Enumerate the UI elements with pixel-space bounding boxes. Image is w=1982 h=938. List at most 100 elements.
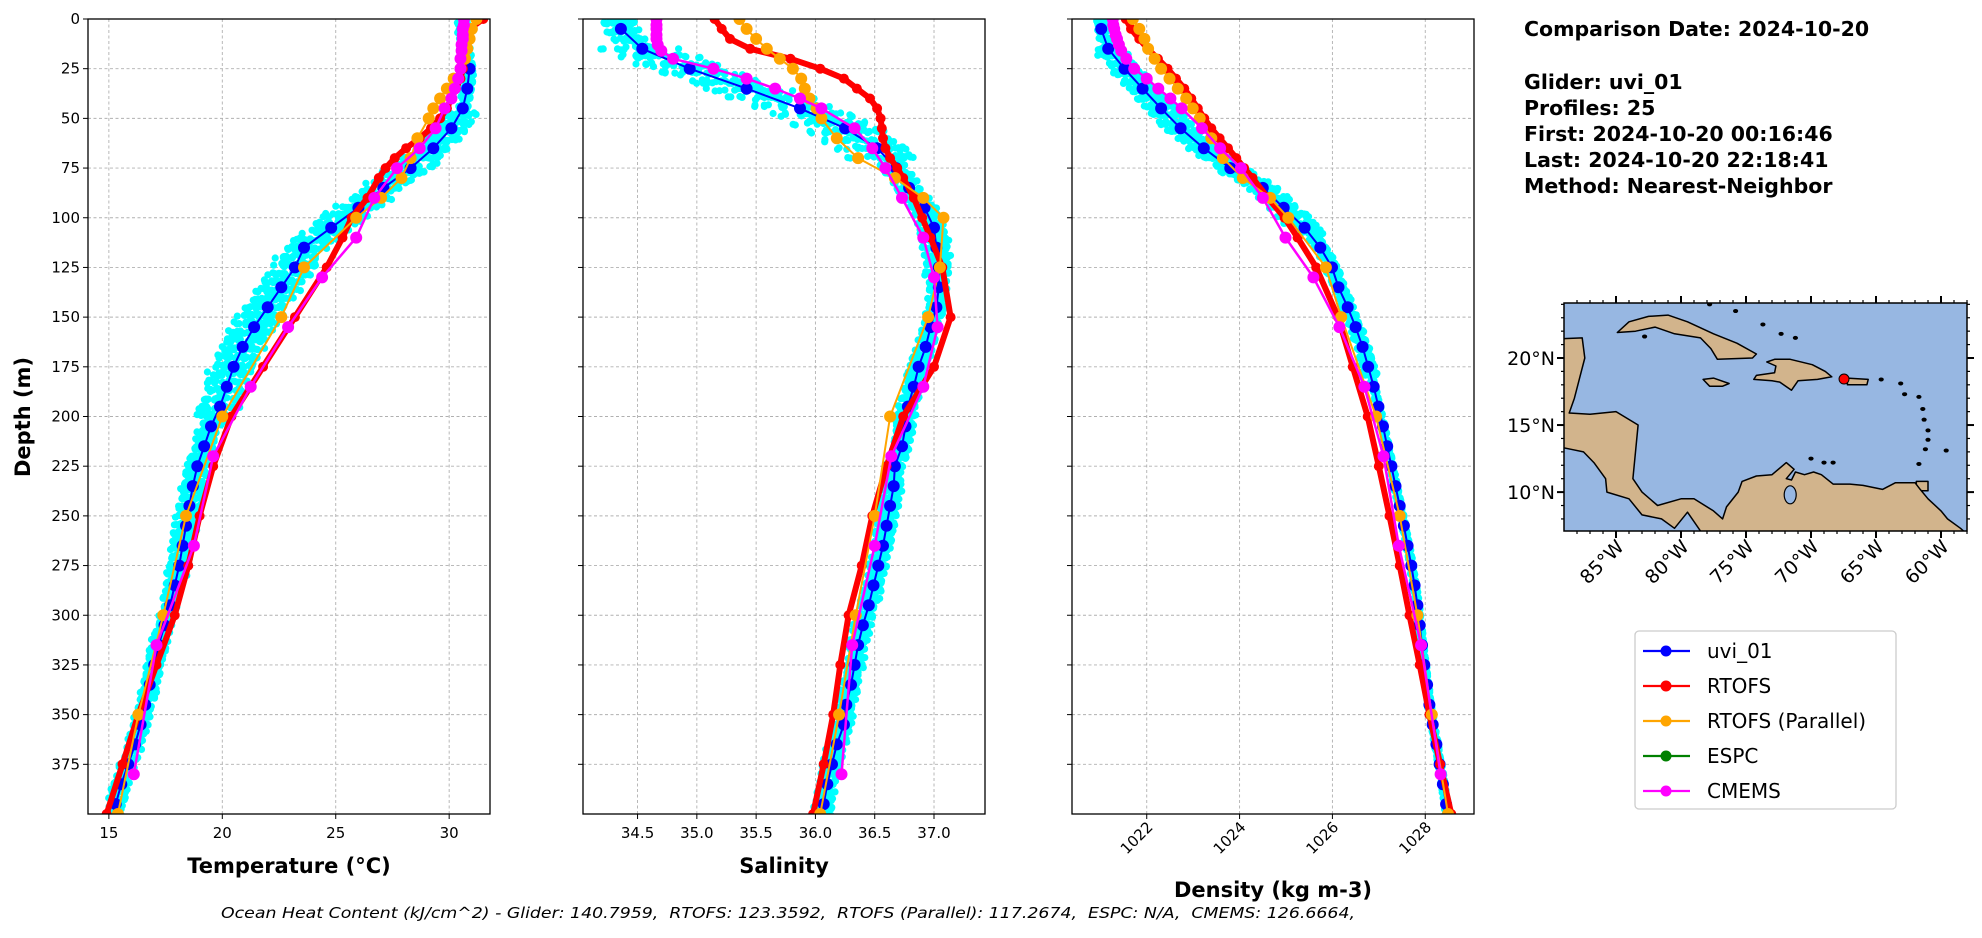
raw-profile-point (751, 103, 758, 110)
raw-profile-point (193, 428, 200, 435)
series-point (228, 361, 240, 373)
series-point (191, 460, 203, 472)
raw-profile-point (426, 163, 433, 170)
series-point (411, 132, 423, 144)
raw-profile-point (471, 109, 478, 116)
series-point (430, 122, 442, 134)
x-tick-label: 15 (99, 824, 118, 842)
y-tick-label: 325 (51, 656, 80, 674)
series-point (245, 381, 257, 393)
raw-profile-point (203, 403, 210, 410)
series-point (374, 173, 384, 183)
series-point (198, 440, 210, 452)
raw-profile-point (198, 410, 205, 417)
series-point (455, 63, 467, 75)
raw-profile-point (204, 368, 211, 375)
raw-profile-point (275, 270, 282, 277)
series-point (414, 142, 426, 154)
raw-profile-point (821, 814, 828, 821)
raw-profile-point (212, 378, 219, 385)
raw-profile-point (458, 118, 465, 125)
raw-profile-point (681, 53, 688, 60)
raw-profile-point (281, 253, 288, 260)
series-point (282, 321, 294, 333)
series-point (188, 540, 200, 552)
raw-profile-point (311, 244, 318, 251)
y-tick-label: 300 (51, 606, 80, 624)
raw-profile-point (650, 63, 657, 70)
raw-profile-point (930, 211, 937, 218)
raw-profile-point (272, 254, 279, 261)
series-point (390, 153, 400, 163)
series-point (205, 420, 217, 432)
raw-profile-point (922, 268, 929, 275)
raw-profile-point (431, 153, 438, 160)
raw-profile-point (242, 319, 249, 326)
raw-profile-point (618, 53, 625, 60)
raw-profile-point (106, 814, 113, 821)
series-point (381, 163, 391, 173)
raw-profile-point (226, 352, 233, 359)
raw-profile-point (280, 261, 287, 268)
raw-profile-point (261, 278, 268, 285)
y-tick-label: 50 (61, 109, 80, 127)
raw-profile-point (264, 294, 271, 301)
raw-profile-point (218, 369, 225, 376)
raw-profile-point (675, 45, 682, 52)
series-point (237, 341, 249, 353)
y-tick-label: 200 (51, 408, 80, 426)
x-tick-label: 20 (213, 824, 232, 842)
raw-profile-point (896, 147, 903, 154)
raw-profile-point (172, 514, 179, 521)
series-point (298, 261, 310, 273)
y-tick-label: 375 (51, 755, 80, 773)
series-point (298, 242, 310, 254)
series-point (350, 232, 362, 244)
series-point (170, 610, 180, 620)
raw-profile-point (205, 377, 212, 384)
raw-profile-point (826, 814, 833, 821)
y-tick-label: 125 (51, 258, 80, 276)
raw-profile-point (844, 154, 851, 161)
raw-profile-point (204, 396, 211, 403)
series-line (134, 19, 464, 774)
raw-profile-point (842, 136, 849, 143)
raw-profile-point (716, 87, 723, 94)
raw-profile-point (736, 93, 743, 100)
series-point (350, 212, 362, 224)
series-point (275, 281, 287, 293)
raw-profile-point (233, 320, 240, 327)
raw-profile-point (617, 46, 624, 53)
series-point (445, 122, 457, 134)
raw-profile-point (289, 254, 296, 261)
raw-profile-point (601, 20, 608, 27)
raw-profile-point (119, 814, 126, 821)
raw-profile-point (857, 653, 864, 660)
series-point (439, 102, 451, 114)
raw-profile-point (270, 262, 277, 269)
raw-profile-point (268, 287, 275, 294)
raw-profile-point (662, 69, 669, 76)
series-point (368, 192, 380, 204)
x-tick-label: 25 (326, 824, 345, 842)
raw-profile-point (631, 27, 638, 34)
raw-profile-point (214, 351, 221, 358)
series-point (248, 321, 260, 333)
raw-profile-point (861, 127, 868, 134)
raw-profile-point (230, 335, 237, 342)
raw-profile-point (395, 185, 402, 192)
raw-profile-point (792, 121, 799, 128)
raw-profile-point (261, 286, 268, 293)
series-point (216, 411, 228, 423)
raw-profile-point (420, 168, 427, 175)
raw-profile-point (182, 468, 189, 475)
raw-profile-point (219, 343, 226, 350)
raw-profile-point (761, 102, 768, 109)
raw-profile-point (461, 127, 468, 134)
raw-profile-point (204, 385, 211, 392)
y-tick-label: 100 (51, 209, 80, 227)
raw-profile-point (254, 288, 261, 295)
raw-profile-point (194, 494, 201, 501)
